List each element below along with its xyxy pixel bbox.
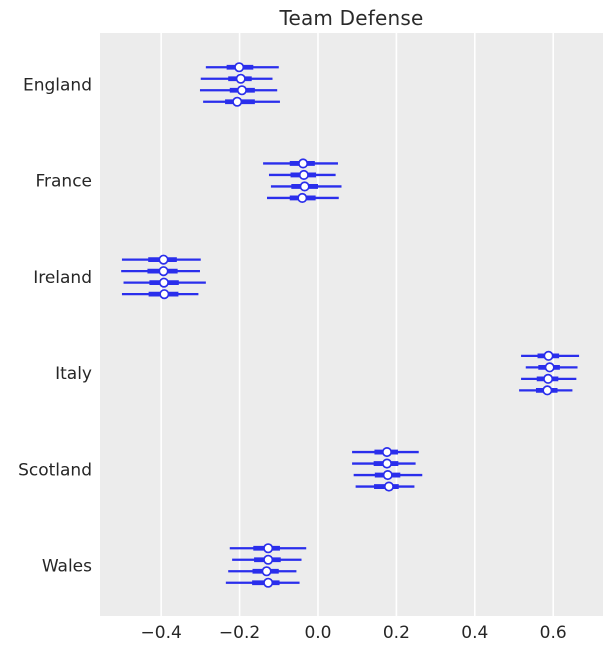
median-marker [381, 458, 393, 469]
median-marker [297, 192, 308, 203]
median-marker [232, 96, 243, 107]
chart-title: Team Defense [279, 6, 424, 30]
median-marker [235, 73, 246, 84]
x-tick-label: −0.4 [141, 623, 182, 643]
y-tick-label: Ireland [33, 268, 92, 288]
median-marker [544, 362, 555, 373]
x-tick-label: 0.4 [461, 623, 488, 643]
median-marker [234, 62, 245, 73]
x-tick-label: 0.6 [540, 623, 567, 643]
median-marker [159, 289, 170, 300]
y-tick-label: France [35, 172, 92, 192]
y-tick-label: Wales [42, 557, 92, 577]
median-marker [543, 350, 554, 361]
median-marker [261, 566, 272, 577]
x-tick-label: −0.2 [219, 623, 260, 643]
median-marker [158, 277, 169, 288]
median-marker [298, 169, 309, 180]
median-marker [543, 373, 554, 384]
median-marker [236, 85, 247, 96]
x-tick-label: 0.2 [383, 623, 410, 643]
median-marker [263, 554, 274, 565]
y-tick-label: England [23, 76, 92, 96]
median-marker [383, 481, 394, 492]
median-marker [263, 543, 274, 554]
median-marker [298, 158, 309, 169]
median-marker [381, 446, 393, 458]
median-marker [263, 577, 274, 588]
median-marker [158, 254, 169, 265]
median-marker [382, 469, 393, 481]
x-tick-label: 0.0 [304, 623, 331, 643]
y-tick-label: Italy [55, 364, 92, 384]
median-marker [299, 181, 310, 192]
plot-area [100, 33, 603, 616]
y-tick-label: Scotland [18, 460, 92, 480]
median-marker [158, 266, 169, 277]
median-marker [542, 385, 553, 396]
